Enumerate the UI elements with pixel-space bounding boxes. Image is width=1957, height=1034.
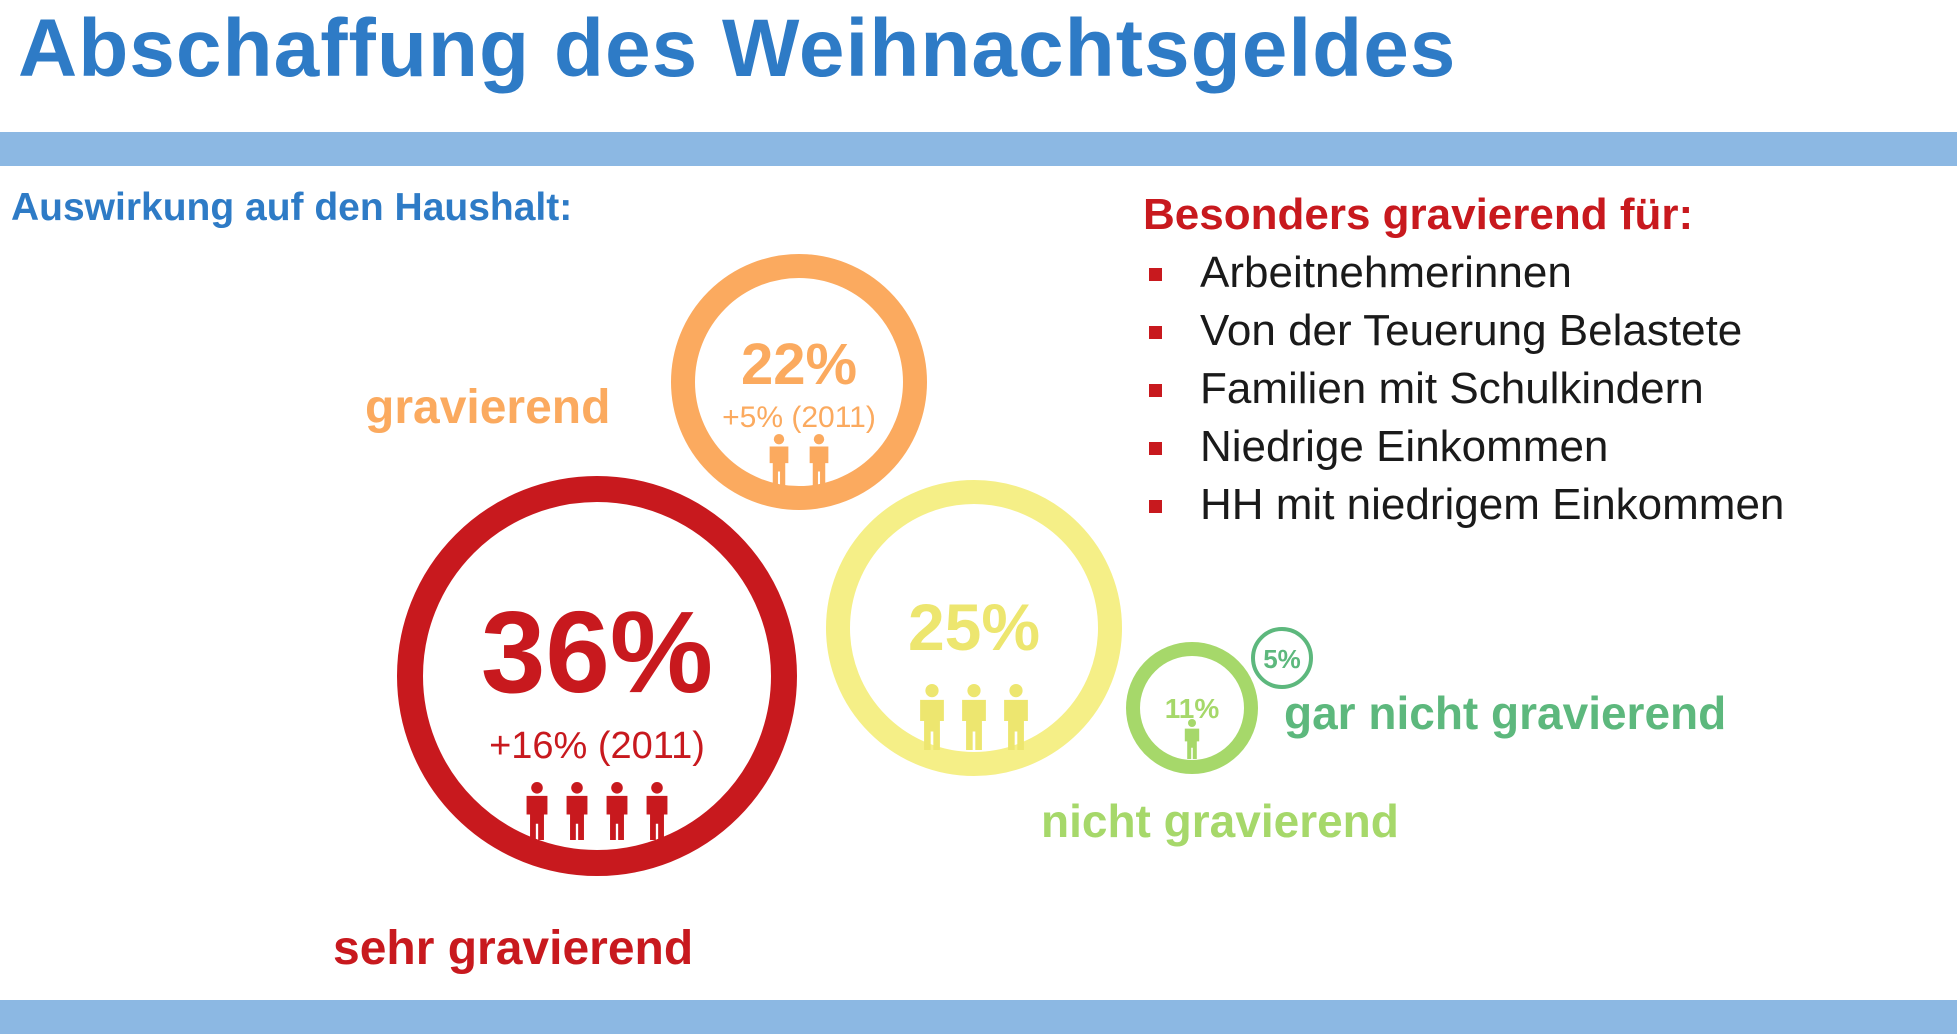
person-body (526, 795, 548, 840)
person-icon (646, 782, 668, 840)
side-panel-list: Arbeitnehmerinnen Von der Teuerung Belas… (1143, 244, 1953, 534)
side-panel: Besonders gravierend für: Arbeitnehmerin… (1143, 190, 1953, 534)
person-body (606, 795, 628, 840)
person-head (611, 782, 623, 794)
person-head (571, 782, 583, 794)
person-icon (606, 782, 628, 840)
list-item: Arbeitnehmerinnen (1143, 244, 1953, 302)
person-body (809, 446, 829, 486)
footer-band (0, 1000, 1957, 1034)
person-head (1188, 719, 1196, 727)
person-body (1184, 728, 1200, 759)
person-head (1009, 684, 1023, 698)
person-head (773, 434, 785, 445)
bubble-chart: 36% +16% (2011) sehr gravierend 22% +5% (201… (333, 254, 1726, 975)
bubble-change: +16% (2011) (489, 725, 705, 767)
list-item: HH mit niedrigem Einkommen (1143, 476, 1953, 534)
person-body (1004, 699, 1028, 750)
section-title: Auswirkung auf den Haushalt: (11, 186, 573, 229)
person-body (566, 795, 588, 840)
bubble-label: gar nicht gravierend (1284, 687, 1726, 739)
list-item: Von der Teuerung Belastete (1143, 302, 1953, 360)
bullet-square-icon (1149, 384, 1162, 397)
person-icon (809, 434, 829, 486)
person-head (651, 782, 663, 794)
person-body (646, 795, 668, 840)
bubble-value: 36% (481, 587, 713, 717)
side-panel-heading: Besonders gravierend für: (1143, 190, 1694, 239)
bubble-ring (1251, 627, 1313, 689)
bubble-label: nicht gravierend (1041, 795, 1399, 847)
person-icon (1004, 684, 1028, 750)
bullet-square-icon (1149, 326, 1162, 339)
person-icon (1184, 719, 1200, 759)
person-head (925, 684, 939, 698)
list-item: Familien mit Schulkindern (1143, 360, 1953, 418)
bubble-ring (1126, 642, 1258, 774)
bubble-value: 11% (1165, 693, 1220, 724)
bullet-square-icon (1149, 500, 1162, 513)
list-item-label: Niedrige Einkommen (1200, 422, 1609, 471)
bubble-change: +5% (2011) (722, 401, 876, 434)
bullet-square-icon (1149, 268, 1162, 281)
person-head (813, 434, 825, 445)
person-body (962, 699, 986, 750)
person-body (769, 446, 789, 486)
list-item-label: Von der Teuerung Belastete (1200, 306, 1743, 355)
bubble-ring (397, 476, 797, 876)
list-item-label: Familien mit Schulkindern (1200, 364, 1704, 413)
bubble-value: 5% (1263, 644, 1301, 674)
list-item-label: Arbeitnehmerinnen (1200, 248, 1572, 297)
bullet-square-icon (1149, 442, 1162, 455)
bubble-value: 25% (908, 590, 1040, 664)
header-band (0, 132, 1957, 166)
list-item-label: HH mit niedrigem Einkommen (1200, 480, 1785, 529)
person-body (920, 699, 944, 750)
person-icon (566, 782, 588, 840)
person-icon (526, 782, 548, 840)
page-title: Abschaffung des Weihnachtsgeldes (18, 3, 1457, 94)
person-head (967, 684, 981, 698)
person-icon (769, 434, 789, 486)
bubble-ring (826, 480, 1122, 776)
person-icon (962, 684, 986, 750)
list-item: Niedrige Einkommen (1143, 418, 1953, 476)
bubble-label: gravierend (365, 381, 610, 434)
person-head (531, 782, 543, 794)
bubble-label: sehr gravierend (333, 922, 693, 975)
person-icon (920, 684, 944, 750)
bubble-ring (671, 254, 927, 510)
bubble-value: 22% (741, 332, 857, 397)
